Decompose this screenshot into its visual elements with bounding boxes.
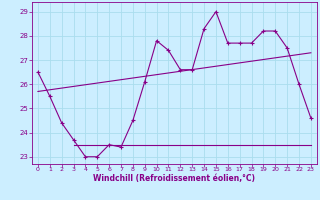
X-axis label: Windchill (Refroidissement éolien,°C): Windchill (Refroidissement éolien,°C) [93,174,255,183]
